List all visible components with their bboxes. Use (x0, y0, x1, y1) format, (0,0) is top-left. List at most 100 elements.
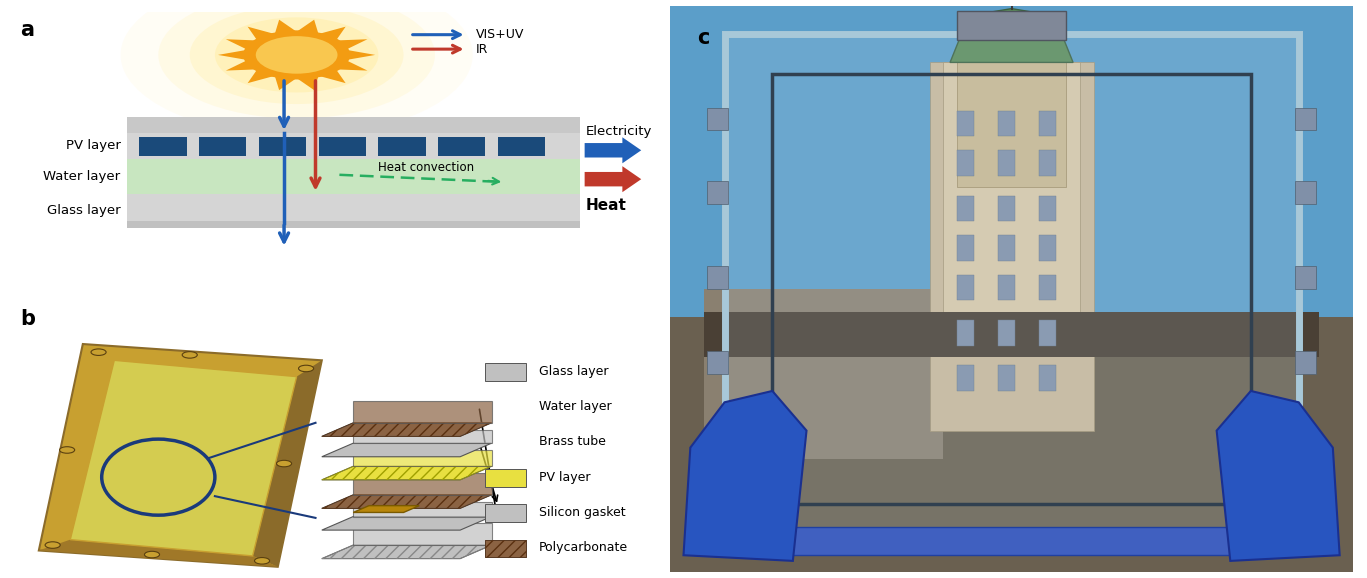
Circle shape (145, 551, 160, 558)
FancyBboxPatch shape (485, 363, 526, 381)
FancyBboxPatch shape (319, 138, 366, 156)
FancyBboxPatch shape (127, 221, 580, 228)
FancyBboxPatch shape (704, 289, 943, 459)
FancyBboxPatch shape (485, 540, 526, 557)
Polygon shape (353, 523, 492, 545)
Polygon shape (320, 70, 346, 83)
Text: c: c (697, 28, 709, 49)
FancyBboxPatch shape (957, 365, 973, 391)
Circle shape (159, 0, 435, 118)
Text: VIS+UV: VIS+UV (476, 28, 524, 41)
Polygon shape (353, 450, 492, 466)
Polygon shape (226, 61, 256, 71)
Polygon shape (247, 70, 273, 83)
Text: Heat convection: Heat convection (379, 161, 474, 174)
FancyBboxPatch shape (1039, 150, 1057, 176)
Polygon shape (321, 466, 492, 480)
Polygon shape (70, 360, 297, 556)
FancyBboxPatch shape (957, 195, 973, 221)
FancyBboxPatch shape (708, 351, 729, 374)
FancyBboxPatch shape (498, 138, 545, 156)
FancyBboxPatch shape (439, 138, 485, 156)
FancyBboxPatch shape (957, 62, 1066, 187)
Text: Silicon gasket: Silicon gasket (539, 506, 625, 519)
Circle shape (256, 36, 338, 74)
Polygon shape (321, 545, 492, 558)
Polygon shape (684, 391, 807, 561)
Circle shape (298, 365, 313, 372)
FancyBboxPatch shape (704, 312, 1319, 357)
FancyBboxPatch shape (670, 6, 1353, 572)
FancyBboxPatch shape (139, 138, 186, 156)
Text: PV layer: PV layer (66, 139, 120, 153)
Polygon shape (353, 502, 492, 517)
Circle shape (92, 349, 107, 355)
FancyBboxPatch shape (738, 527, 1285, 555)
Polygon shape (253, 360, 321, 567)
Text: Glass layer: Glass layer (46, 205, 120, 217)
FancyBboxPatch shape (1039, 195, 1057, 221)
FancyBboxPatch shape (670, 317, 1353, 572)
FancyBboxPatch shape (1039, 320, 1057, 346)
Polygon shape (321, 423, 492, 436)
Polygon shape (585, 138, 641, 163)
Polygon shape (275, 76, 295, 90)
Polygon shape (275, 20, 295, 34)
Polygon shape (353, 473, 492, 495)
Circle shape (243, 31, 350, 80)
Polygon shape (321, 517, 492, 530)
Circle shape (45, 542, 60, 549)
Polygon shape (585, 166, 641, 192)
Polygon shape (298, 20, 319, 34)
FancyBboxPatch shape (943, 62, 1080, 317)
FancyBboxPatch shape (708, 436, 729, 459)
Polygon shape (338, 39, 368, 49)
Text: PV layer: PV layer (539, 470, 591, 484)
FancyBboxPatch shape (127, 194, 580, 223)
FancyBboxPatch shape (1296, 181, 1316, 204)
Polygon shape (38, 540, 278, 567)
FancyBboxPatch shape (957, 320, 973, 346)
FancyBboxPatch shape (998, 365, 1014, 391)
FancyBboxPatch shape (998, 110, 1014, 136)
Circle shape (215, 17, 379, 92)
Text: Water layer: Water layer (44, 170, 120, 183)
Text: Glass layer: Glass layer (539, 365, 608, 377)
FancyBboxPatch shape (708, 266, 729, 289)
Polygon shape (353, 506, 420, 513)
Text: a: a (21, 20, 34, 40)
FancyBboxPatch shape (998, 235, 1014, 261)
FancyBboxPatch shape (1039, 365, 1057, 391)
FancyBboxPatch shape (485, 504, 526, 522)
FancyBboxPatch shape (708, 108, 729, 131)
Text: Water layer: Water layer (539, 400, 611, 413)
Polygon shape (320, 27, 346, 40)
Polygon shape (321, 443, 492, 457)
FancyBboxPatch shape (1296, 436, 1316, 459)
Polygon shape (226, 39, 256, 49)
FancyBboxPatch shape (127, 117, 580, 133)
FancyBboxPatch shape (1039, 235, 1057, 261)
FancyBboxPatch shape (485, 469, 526, 487)
Polygon shape (38, 344, 321, 567)
FancyBboxPatch shape (127, 159, 580, 194)
FancyBboxPatch shape (379, 138, 425, 156)
Text: b: b (21, 309, 36, 329)
FancyBboxPatch shape (1296, 351, 1316, 374)
FancyBboxPatch shape (998, 275, 1014, 301)
FancyBboxPatch shape (957, 150, 973, 176)
Circle shape (190, 6, 403, 104)
FancyBboxPatch shape (930, 62, 1094, 431)
Polygon shape (338, 61, 368, 71)
Text: Polycarbonate: Polycarbonate (539, 541, 627, 554)
Text: IR: IR (476, 43, 488, 55)
FancyBboxPatch shape (957, 235, 973, 261)
Circle shape (254, 558, 269, 564)
FancyBboxPatch shape (957, 12, 1066, 40)
FancyBboxPatch shape (1039, 110, 1057, 136)
Polygon shape (321, 495, 492, 509)
Polygon shape (353, 401, 492, 423)
FancyBboxPatch shape (1296, 266, 1316, 289)
Polygon shape (347, 50, 375, 60)
Circle shape (60, 447, 75, 453)
